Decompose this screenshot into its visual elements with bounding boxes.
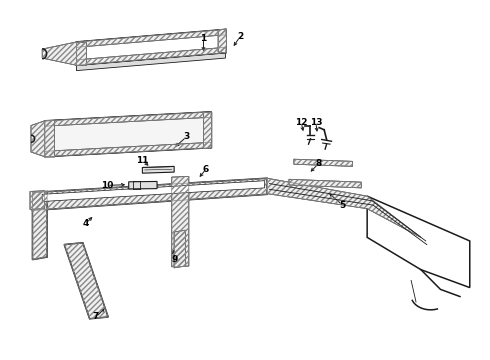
Polygon shape xyxy=(76,30,225,47)
Polygon shape xyxy=(45,142,211,157)
Text: 1: 1 xyxy=(200,34,207,43)
Polygon shape xyxy=(45,112,211,157)
Polygon shape xyxy=(42,181,265,202)
Text: 9: 9 xyxy=(172,255,178,264)
Text: 11: 11 xyxy=(136,156,148,165)
Polygon shape xyxy=(76,47,225,65)
Text: 13: 13 xyxy=(310,118,322,127)
Text: 5: 5 xyxy=(340,201,346,210)
Polygon shape xyxy=(294,159,352,166)
Polygon shape xyxy=(32,178,267,211)
Polygon shape xyxy=(30,191,45,210)
Polygon shape xyxy=(76,42,86,65)
Polygon shape xyxy=(64,243,108,319)
Text: 4: 4 xyxy=(83,219,89,228)
Polygon shape xyxy=(289,179,361,188)
Polygon shape xyxy=(45,121,54,157)
Polygon shape xyxy=(31,121,45,157)
Polygon shape xyxy=(45,112,211,126)
Polygon shape xyxy=(32,192,47,260)
Text: 12: 12 xyxy=(295,118,307,127)
Polygon shape xyxy=(143,166,174,173)
Polygon shape xyxy=(42,42,76,65)
Polygon shape xyxy=(218,29,226,53)
Polygon shape xyxy=(76,53,225,71)
Polygon shape xyxy=(267,178,421,237)
Text: 6: 6 xyxy=(203,165,209,174)
Text: 8: 8 xyxy=(315,159,321,168)
Text: 7: 7 xyxy=(93,312,99,321)
Polygon shape xyxy=(174,230,185,268)
Polygon shape xyxy=(129,181,157,189)
Polygon shape xyxy=(367,196,470,288)
Text: 2: 2 xyxy=(237,32,243,41)
Text: 10: 10 xyxy=(101,181,113,190)
Polygon shape xyxy=(172,176,189,267)
Polygon shape xyxy=(203,112,212,148)
Text: 3: 3 xyxy=(183,132,190,141)
Polygon shape xyxy=(76,30,225,65)
